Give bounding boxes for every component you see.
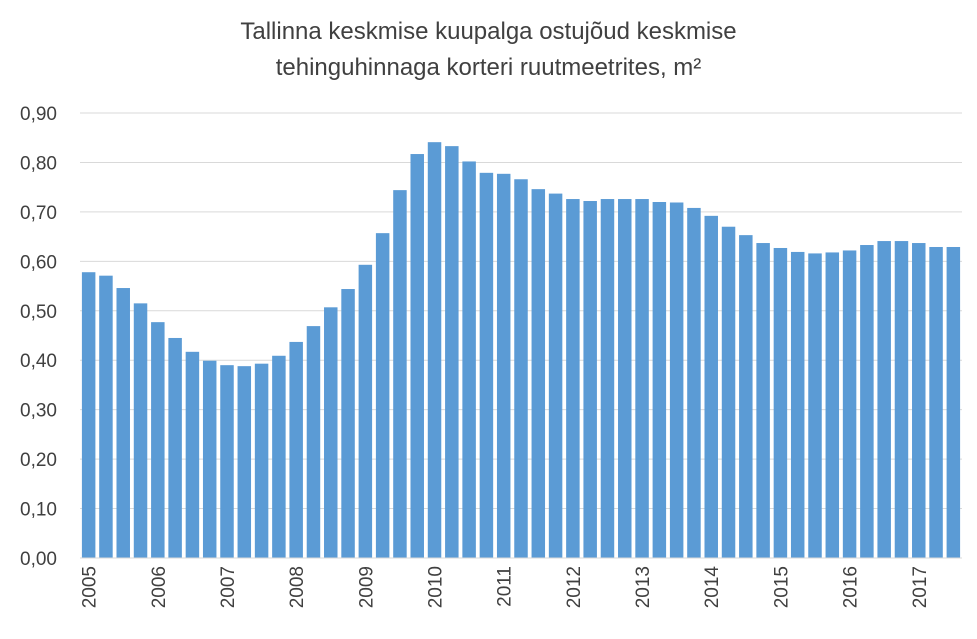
bar (496, 173, 511, 559)
x-tick-label: 2014 (702, 566, 723, 609)
bar (946, 246, 961, 558)
bar (566, 199, 580, 559)
bar (790, 251, 805, 558)
x-tick-label: 2009 (356, 566, 377, 608)
bar (410, 154, 424, 559)
bar (220, 365, 234, 558)
bar (151, 322, 165, 558)
y-tick-label: 0,20 (20, 450, 57, 471)
y-tick-label: 0,90 (20, 104, 57, 125)
bar (358, 264, 373, 558)
bar (427, 142, 442, 558)
bar (514, 179, 528, 558)
bar (894, 241, 909, 559)
y-tick-label: 0,00 (20, 549, 57, 570)
bar (254, 363, 269, 558)
x-tick-label: 2007 (218, 566, 239, 608)
y-tick-label: 0,80 (20, 153, 57, 174)
x-tick-label: 2005 (80, 566, 101, 608)
x-tick-label: 2013 (633, 566, 654, 608)
bar (185, 351, 200, 558)
x-tick-label: 2008 (287, 566, 308, 608)
chart-title-line-2: tehinguhinnaga korteri ruutmeetrites, m² (275, 54, 702, 81)
bar (531, 189, 546, 558)
x-tick-label: 2017 (910, 566, 931, 608)
bar (168, 337, 182, 558)
x-tick-label: 2006 (149, 566, 170, 608)
bar (116, 288, 130, 558)
bar (133, 303, 148, 558)
bar (756, 243, 770, 559)
bar (341, 289, 355, 558)
chart-title: Tallinna keskmise kuupalga ostujõud kesk… (0, 14, 977, 86)
bar (479, 172, 494, 559)
bar (704, 215, 718, 558)
bar (81, 272, 96, 558)
bar (548, 193, 563, 558)
y-tick-label: 0,60 (20, 252, 57, 273)
bar (842, 250, 857, 558)
bar (669, 202, 684, 558)
bar (652, 202, 667, 558)
y-axis-tick-labels: 0,00 0,10 0,20 0,30 0,40 0,50 0,60 0,70 0,80 0,90 (20, 104, 57, 570)
y-tick-label: 0,30 (20, 401, 57, 422)
bar (393, 190, 407, 558)
bar (721, 226, 736, 558)
bar (912, 243, 926, 559)
x-axis-tick-labels: 2005 2006 2007 2008 2009 2010 2011 2012 2013 2014… (80, 566, 931, 609)
bar (825, 252, 840, 558)
bar (462, 161, 476, 558)
bar (600, 199, 615, 559)
y-tick-label: 0,70 (20, 203, 57, 224)
bar (289, 341, 303, 558)
bar (687, 207, 701, 558)
x-tick-label: 2016 (841, 566, 862, 608)
bar (618, 199, 632, 559)
y-tick-label: 0,40 (20, 351, 57, 372)
bar (202, 360, 217, 558)
bar (635, 199, 649, 559)
y-tick-label: 0,50 (20, 302, 57, 323)
bar (773, 247, 788, 558)
x-tick-label: 2010 (426, 566, 447, 608)
x-tick-label: 2012 (564, 566, 585, 608)
bars (81, 142, 961, 559)
bar (808, 253, 822, 558)
bar (445, 146, 459, 558)
bar (860, 245, 874, 558)
bar (739, 235, 753, 558)
bar (375, 233, 390, 558)
bar (877, 241, 891, 559)
x-tick-label: 2015 (771, 566, 792, 608)
bar (99, 275, 113, 558)
bar (272, 355, 286, 558)
bar (929, 246, 943, 558)
chart-title-line-1: Tallinna keskmise kuupalga ostujõud kesk… (240, 18, 737, 45)
bar (324, 307, 338, 558)
y-tick-label: 0,10 (20, 500, 57, 521)
bar (306, 326, 321, 558)
x-tick-label: 2011 (495, 566, 516, 607)
bar (583, 201, 597, 558)
bar (237, 366, 252, 558)
